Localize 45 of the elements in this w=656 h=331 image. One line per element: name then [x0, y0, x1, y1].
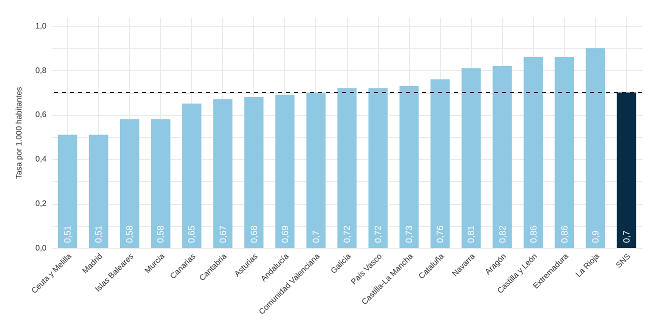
data-label: 0,7 [310, 230, 321, 243]
y-tick-label: 0,4 [35, 154, 48, 164]
data-label: 0,58 [156, 225, 166, 243]
bar [616, 92, 636, 248]
data-label: 0,76 [435, 225, 446, 243]
bar [306, 92, 326, 248]
y-tick-label: 1,0 [35, 21, 48, 30]
y-tick-label: 0,2 [35, 199, 48, 208]
y-tick-label: 0,6 [35, 110, 48, 120]
data-label: 0,67 [218, 225, 228, 243]
bar [213, 99, 232, 248]
data-label: 0,51 [62, 225, 73, 243]
bar [88, 134, 108, 248]
data-label: 0,82 [497, 225, 508, 243]
bar [337, 88, 357, 248]
bar [554, 56, 574, 248]
bar [524, 56, 543, 248]
data-label: 0,7 [621, 230, 632, 243]
bar [492, 66, 512, 248]
bar [430, 79, 450, 248]
data-label: 0,9 [590, 230, 600, 243]
bar [399, 86, 419, 248]
data-label: 0,86 [528, 225, 538, 243]
data-label: 0,86 [559, 225, 570, 243]
data-label: 0,73 [404, 225, 414, 243]
y-tick-label: 0,0 [35, 244, 48, 252]
data-label: 0,68 [248, 225, 259, 243]
y-tick-label: 0,8 [35, 66, 48, 75]
y-axis-title: Tasa por 1.000 habitantes [14, 86, 24, 180]
data-label: 0,72 [342, 225, 352, 243]
bar [586, 48, 606, 248]
data-label: 0,65 [186, 225, 197, 243]
data-label: 0,72 [373, 225, 384, 243]
bar [275, 94, 295, 248]
bar [182, 104, 202, 248]
bar [368, 88, 388, 248]
bar [58, 134, 78, 248]
bar [151, 119, 170, 248]
bar [120, 119, 140, 248]
data-label: 0,51 [94, 225, 104, 243]
data-label: 0,81 [466, 225, 476, 243]
data-label: 0,69 [280, 225, 290, 243]
bar [244, 96, 264, 248]
bar [462, 68, 481, 248]
data-label: 0,58 [124, 225, 135, 243]
